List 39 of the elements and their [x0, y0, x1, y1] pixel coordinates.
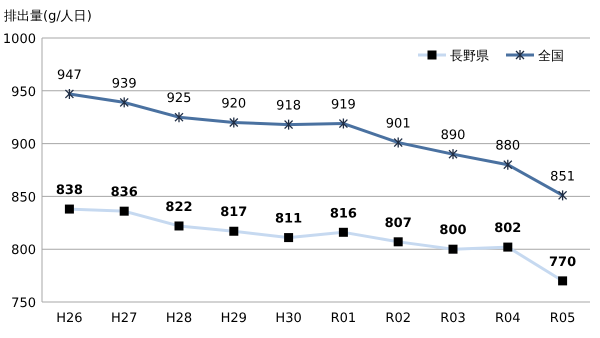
- label: 919: [330, 98, 356, 113]
- xtick: R03: [440, 311, 466, 326]
- label: 807: [384, 216, 412, 231]
- label: 925: [166, 91, 192, 106]
- label: 947: [56, 68, 82, 83]
- xtick: R01: [330, 311, 356, 326]
- label: 770: [549, 254, 576, 270]
- label: 918: [276, 98, 302, 114]
- label: 817: [220, 205, 248, 220]
- xtick: H30: [275, 311, 302, 326]
- label: 851: [550, 169, 576, 184]
- legend-label: 全国: [538, 49, 564, 64]
- label: 901: [386, 116, 411, 132]
- label: 800: [439, 223, 467, 238]
- label: 822: [165, 200, 193, 215]
- xtick: R02: [385, 311, 411, 326]
- label: 838: [56, 183, 83, 198]
- ytick: 750: [11, 296, 36, 311]
- xtick: R04: [495, 311, 521, 326]
- label: 816: [330, 206, 357, 222]
- label: 802: [494, 221, 522, 236]
- ytick: 850: [11, 190, 36, 206]
- ytick: 950: [11, 84, 36, 100]
- xtick: H28: [166, 311, 192, 326]
- xtick: H27: [111, 311, 138, 326]
- ytick: 1000: [2, 32, 36, 47]
- legend-label: 長野県: [450, 49, 489, 64]
- label: 880: [495, 138, 520, 154]
- label: 890: [440, 128, 466, 144]
- ytick: 900: [11, 138, 36, 153]
- label: 939: [112, 76, 137, 92]
- xtick: H26: [56, 311, 83, 326]
- xtick: H29: [220, 311, 247, 326]
- xtick: R05: [550, 311, 576, 326]
- label: 811: [275, 212, 302, 227]
- label: 836: [110, 185, 138, 200]
- ytick: 800: [11, 243, 36, 258]
- label: 920: [221, 96, 246, 112]
- ylabel: 排出量(g/人日): [4, 9, 92, 24]
